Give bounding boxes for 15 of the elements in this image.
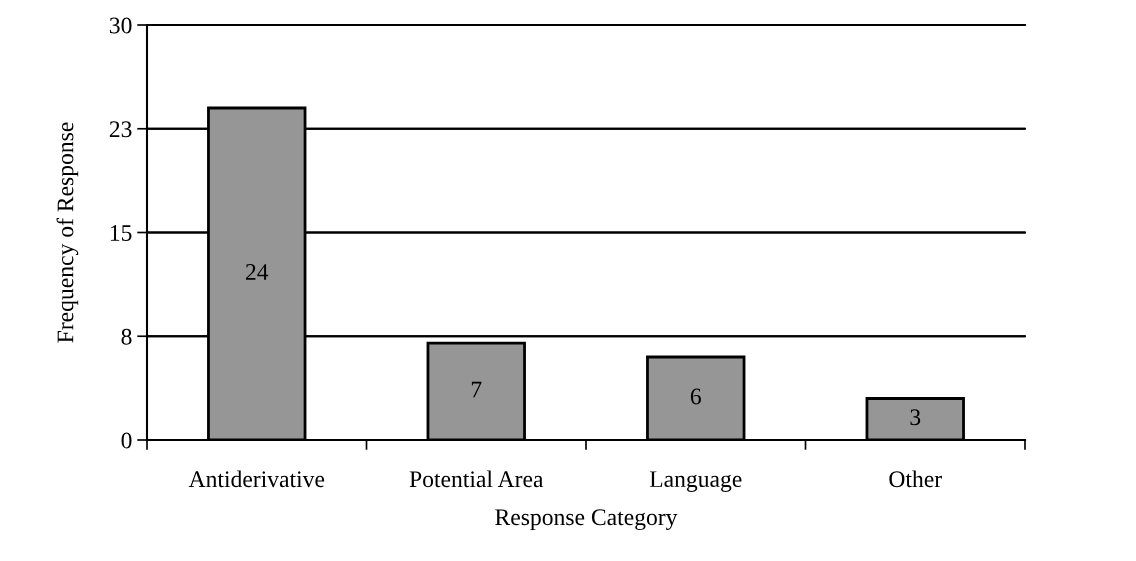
x-tick-label: Antiderivative	[188, 470, 325, 488]
data-label: 24	[245, 264, 269, 280]
y-tick-label: 30	[109, 17, 132, 34]
data-label: 7	[471, 381, 482, 398]
x-tick-label: Other	[889, 470, 942, 488]
x-tick-label: Potential Area	[409, 470, 544, 488]
x-tick-label: Language	[649, 471, 742, 492]
y-tick-label: 15	[110, 225, 132, 241]
data-label: 6	[690, 388, 701, 405]
y-tick-label: 23	[109, 121, 132, 138]
y-axis-title: Frequency of Response	[56, 122, 79, 343]
y-tick-label: 8	[121, 328, 132, 345]
y-tick-label: 0	[121, 432, 132, 449]
x-axis-title: Response Category	[495, 509, 678, 531]
data-label: 3	[910, 409, 921, 426]
